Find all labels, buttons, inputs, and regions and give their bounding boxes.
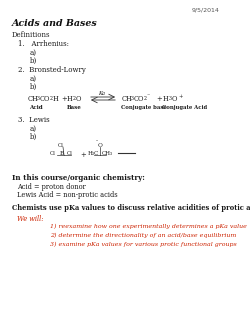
Text: Ka: Ka <box>98 91 105 96</box>
Text: H: H <box>67 95 73 103</box>
Text: Conjugate base: Conjugate base <box>121 105 167 110</box>
Text: Chemists use pKa values to discuss relative acidities of protic acids.: Chemists use pKa values to discuss relat… <box>12 204 250 212</box>
Text: b): b) <box>30 133 37 141</box>
Text: b): b) <box>30 57 37 65</box>
Text: CH: CH <box>122 95 133 103</box>
Text: Cl: Cl <box>67 151 73 156</box>
Text: CH: CH <box>28 95 39 103</box>
Text: H: H <box>163 95 169 103</box>
Text: Definitions: Definitions <box>12 31 51 39</box>
Text: a): a) <box>30 49 37 57</box>
Text: 9/5/2014: 9/5/2014 <box>192 7 220 12</box>
Text: +: + <box>80 151 86 159</box>
Text: CO: CO <box>40 95 50 103</box>
Text: CH₃: CH₃ <box>102 151 113 156</box>
Text: 2: 2 <box>144 97 147 101</box>
Text: O: O <box>98 143 103 148</box>
Text: 2.  Bronsted-Lowry: 2. Bronsted-Lowry <box>18 66 86 74</box>
Text: a): a) <box>30 75 37 83</box>
Text: B: B <box>60 151 64 156</box>
Text: Acid: Acid <box>29 105 42 110</box>
Text: Cl: Cl <box>58 143 64 148</box>
Text: ⁻: ⁻ <box>147 94 150 99</box>
Text: Acid = proton donor: Acid = proton donor <box>17 183 86 191</box>
Text: 3) examine pKa values for various protic functional groups: 3) examine pKa values for various protic… <box>50 242 237 247</box>
Text: 1.   Arrhenius:: 1. Arrhenius: <box>18 40 69 48</box>
Text: Conjugate Acid: Conjugate Acid <box>162 105 207 110</box>
Text: 3.  Lewis: 3. Lewis <box>18 116 50 124</box>
Text: O: O <box>172 95 178 103</box>
Text: b): b) <box>30 83 37 91</box>
Text: ..: .. <box>96 137 99 142</box>
Text: 2: 2 <box>73 97 76 101</box>
Text: H₃C: H₃C <box>88 151 99 156</box>
Text: CO: CO <box>134 95 144 103</box>
Text: Acids and Bases: Acids and Bases <box>12 19 98 28</box>
Text: In this course/organic chemistry:: In this course/organic chemistry: <box>12 174 145 182</box>
Text: H: H <box>53 95 59 103</box>
Text: 3: 3 <box>169 97 172 101</box>
Text: a): a) <box>30 125 37 133</box>
Text: 1) reexamine how one experimentally determines a pKa value: 1) reexamine how one experimentally dete… <box>50 224 247 229</box>
Text: +: + <box>61 95 67 103</box>
Text: Base: Base <box>67 105 82 110</box>
Text: Cl: Cl <box>50 151 56 156</box>
Text: 3: 3 <box>37 97 40 101</box>
Text: We will:: We will: <box>17 215 44 223</box>
Text: 2) determine the directionality of an acid/base equilibrium: 2) determine the directionality of an ac… <box>50 233 236 238</box>
Text: 2: 2 <box>50 97 53 101</box>
Text: +: + <box>178 94 182 99</box>
Text: 3: 3 <box>131 97 134 101</box>
Text: Lewis Acid = non-protic acids: Lewis Acid = non-protic acids <box>17 191 118 199</box>
Text: O: O <box>76 95 82 103</box>
Text: +: + <box>156 95 162 103</box>
